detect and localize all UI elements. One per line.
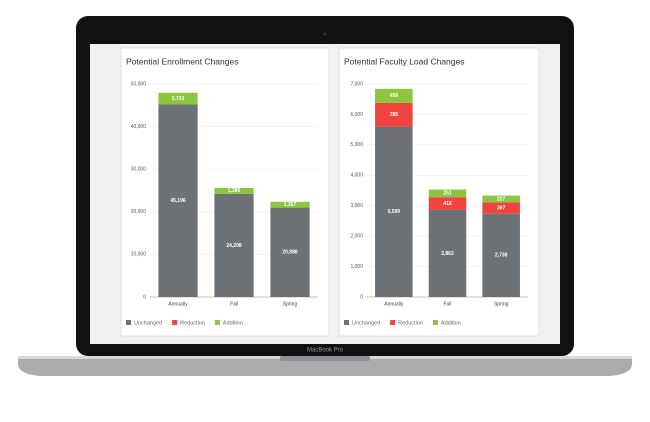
- bar-segment: [375, 88, 413, 103]
- x-tick-label: Fall: [443, 301, 451, 307]
- bar-segment: [158, 92, 198, 105]
- value-label: 367: [497, 205, 506, 211]
- value-label: 2,862: [441, 251, 454, 257]
- camera: [323, 32, 327, 36]
- legend-swatch: [390, 320, 396, 325]
- legend-label: Addition: [441, 320, 461, 326]
- bar-segment: [214, 193, 254, 297]
- x-tick-label: Annually: [384, 301, 404, 307]
- value-label: 45,196: [170, 198, 186, 204]
- y-tick-label: 4,000: [350, 173, 363, 179]
- y-tick-label: 30,000: [131, 167, 147, 173]
- x-tick-label: Annually: [168, 301, 188, 307]
- y-tick-label: 5,000: [350, 142, 363, 148]
- value-label: 2,738: [495, 253, 508, 259]
- y-tick-label: 40,000: [131, 124, 147, 130]
- y-tick-label: 3,000: [350, 203, 363, 209]
- value-label: 1,367: [284, 202, 297, 208]
- value-label: 20,988: [282, 250, 298, 256]
- y-tick-label: 0: [360, 294, 363, 300]
- laptop-base: [18, 356, 632, 376]
- bar-segment: [375, 102, 413, 127]
- x-tick-label: Spring: [494, 301, 509, 307]
- chart-title: Potential Enrollment Changes: [126, 56, 238, 66]
- y-tick-label: 10,000: [131, 252, 147, 258]
- value-label: 5,599: [388, 209, 401, 215]
- value-label: 785: [390, 112, 399, 118]
- chart-title: Potential Faculty Load Changes: [344, 56, 465, 66]
- bar-segment: [158, 104, 198, 297]
- value-label: 2,733: [172, 96, 185, 102]
- bar-segment: [270, 207, 310, 297]
- legend-label: Unchanged: [352, 320, 380, 326]
- legend-swatch: [214, 320, 220, 325]
- legend-label: Addition: [223, 320, 243, 326]
- bar-segment: [270, 201, 310, 208]
- bar-segment: [428, 197, 467, 210]
- bar-segment: [428, 189, 467, 198]
- y-tick-label: 2,000: [350, 233, 363, 239]
- charts: Potential Enrollment Changes 0 10,000 20,00…: [126, 56, 528, 326]
- value-label: 418: [443, 201, 452, 207]
- x-tick-label: Spring: [283, 301, 298, 307]
- notch: [280, 356, 370, 361]
- bar-segment: [428, 209, 467, 297]
- legend-swatch: [344, 320, 349, 325]
- bar-segment: [482, 195, 520, 203]
- bar-segment: [375, 126, 413, 297]
- bar-segment: [482, 213, 520, 297]
- value-label: 24,208: [226, 243, 242, 249]
- value-label: 458: [390, 93, 399, 99]
- value-label: 1,386: [228, 188, 241, 194]
- x-tick-label: Fall: [230, 301, 238, 307]
- legend-swatch: [126, 320, 131, 325]
- device-label: MacBook Pro: [307, 348, 344, 354]
- legend-label: Reduction: [180, 320, 205, 326]
- legend-label: Unchanged: [134, 320, 162, 326]
- legend-swatch: [172, 320, 178, 325]
- legend-label: Reduction: [398, 320, 423, 326]
- y-tick-label: 7,000: [350, 81, 363, 87]
- y-tick-label: 6,000: [350, 112, 363, 118]
- value-label: 251: [443, 191, 452, 197]
- y-tick-label: 50,000: [131, 81, 147, 87]
- y-tick-label: 1,000: [350, 264, 363, 270]
- value-label: 227: [497, 196, 506, 202]
- y-tick-label: 20,000: [131, 209, 147, 215]
- legend-swatch: [432, 320, 438, 325]
- y-tick-label: 0: [143, 294, 146, 300]
- bar-segment: [214, 187, 254, 194]
- bar-segment: [482, 202, 520, 214]
